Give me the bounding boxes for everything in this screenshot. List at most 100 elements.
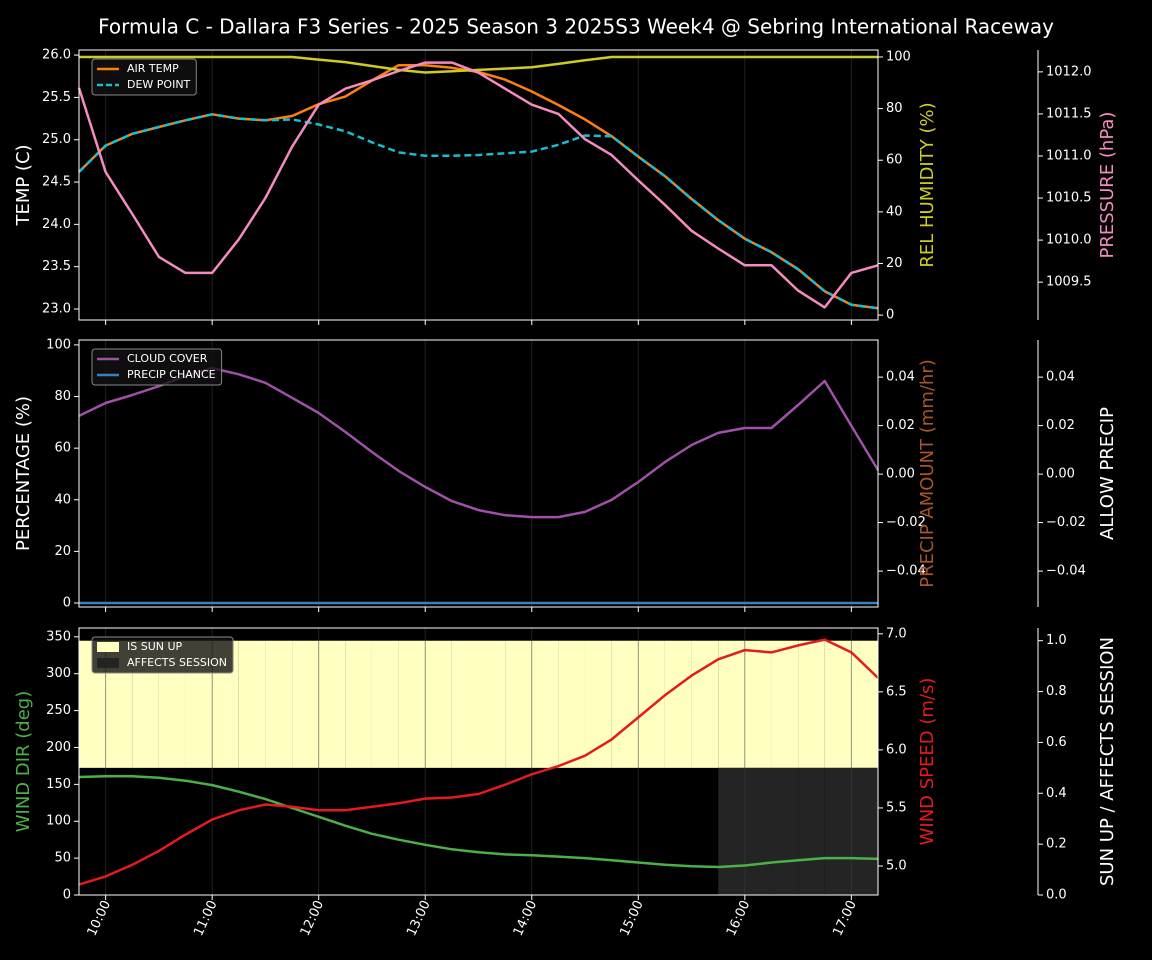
- fill-segment: [824, 767, 852, 895]
- fill-segment: [265, 640, 293, 768]
- y2-tick-label: 20: [886, 256, 903, 271]
- y-tick-label: 350: [46, 629, 71, 644]
- panel: 23.0 23.5 24.0 24.5 25.0 25.5 26.0 0 20 40 60 80 100…: [13, 48, 1118, 325]
- fill-segment: [558, 640, 586, 768]
- fill-segment: [771, 767, 799, 895]
- y-axis-label: TEMP (C): [13, 144, 34, 226]
- y-tick-label: 200: [46, 740, 71, 755]
- y3-tick-label: 0.2: [1046, 837, 1067, 852]
- plot-frame: [78, 627, 879, 896]
- y3-axis-label: SUN UP / AFFECTS SESSION: [1097, 637, 1118, 886]
- y3-tick-label: 1.0: [1046, 633, 1067, 648]
- fill-segment: [238, 640, 266, 768]
- fill-segment: [691, 640, 719, 768]
- y2-tick-label: 0.04: [886, 370, 915, 385]
- fill-segment: [398, 640, 426, 768]
- y3-tick-label: 1010.5: [1046, 191, 1092, 206]
- fill-segment: [664, 640, 692, 768]
- y2-tick-label: 6.0: [886, 742, 907, 757]
- y2-axis-label: WIND SPEED (m/s): [917, 678, 938, 846]
- series-line: [78, 638, 879, 886]
- y2-tick-label: −0.02: [886, 515, 926, 530]
- fill-segment: [292, 640, 319, 768]
- fill-segment: [851, 767, 878, 895]
- plot-frame: [78, 339, 879, 608]
- fill-segment: [718, 640, 745, 768]
- fill-segment: [798, 767, 825, 895]
- y2-tick-label: 6.5: [886, 684, 907, 699]
- y-tick-label: 50: [54, 851, 71, 866]
- series-line: [78, 113, 879, 310]
- legend-label: PRECIP CHANCE: [127, 368, 216, 381]
- fill-segment: [638, 640, 665, 768]
- y-tick-label: 40: [54, 492, 71, 507]
- y-tick-label: 250: [46, 703, 71, 718]
- y-axis-label: PERCENTAGE (%): [13, 396, 34, 551]
- y-tick-label: 23.5: [42, 259, 71, 274]
- y3-tick-label: 1011.5: [1046, 106, 1092, 121]
- y2-tick-label: 0.02: [886, 418, 915, 433]
- y-tick-label: 24.0: [42, 217, 71, 232]
- y-tick-label: 20: [54, 544, 71, 559]
- legend-label: IS SUN UP: [127, 640, 183, 653]
- y2-tick-label: 0: [886, 308, 894, 323]
- series-line: [79, 55, 878, 74]
- y2-tick-label: 40: [886, 204, 903, 219]
- y-axis-label: WIND DIR (deg): [13, 691, 34, 833]
- fill-segment: [318, 640, 346, 768]
- y-tick-label: 80: [54, 389, 71, 404]
- fill-segment: [478, 640, 506, 768]
- y-tick-label: 25.0: [42, 132, 71, 147]
- y-tick-label: 0: [63, 595, 71, 610]
- y2-tick-label: 5.0: [886, 858, 907, 873]
- chart-title: Formula C - Dallara F3 Series - 2025 Sea…: [98, 15, 1054, 39]
- y3-tick-label: 1009.5: [1046, 275, 1092, 290]
- fill-segment: [744, 767, 772, 895]
- fill-segment: [505, 640, 532, 768]
- legend-swatch: [97, 642, 119, 652]
- fill-segment: [824, 640, 852, 768]
- y-tick-label: 60: [54, 441, 71, 456]
- fill-segment: [371, 640, 399, 768]
- y3-axis-label: ALLOW PRECIP: [1097, 407, 1118, 540]
- y-tick-label: 0: [63, 888, 71, 903]
- legend-label: AIR TEMP: [127, 62, 179, 75]
- y3-tick-label: 0.04: [1046, 370, 1075, 385]
- legend-label: DEW POINT: [127, 78, 191, 91]
- y-tick-label: 150: [46, 777, 71, 792]
- legend-label: CLOUD COVER: [127, 352, 208, 365]
- legend-swatch: [97, 658, 119, 668]
- legend-box: [91, 636, 234, 674]
- y3-axis-label: PRESSURE (hPa): [1097, 112, 1118, 259]
- y-tick-label: 100: [46, 814, 71, 829]
- y3-tick-label: 1012.0: [1046, 64, 1092, 79]
- fill-segment: [798, 640, 825, 768]
- panel: 0 20 40 60 80 100 −0.04 −0.02 0.00 0.02 0.04 −0.04 −…: [13, 337, 1118, 612]
- series-line: [78, 775, 879, 869]
- y3-tick-label: 0.0: [1046, 888, 1067, 903]
- y3-tick-label: 0.6: [1046, 735, 1067, 750]
- fill-segment: [425, 640, 452, 768]
- y-tick-label: 25.5: [42, 90, 71, 105]
- fill-segment: [451, 640, 479, 768]
- plot-frame: [78, 49, 879, 321]
- series-line: [77, 61, 879, 309]
- y-tick-label: 24.5: [42, 175, 71, 190]
- y-tick-label: 26.0: [42, 48, 71, 63]
- y2-tick-label: 5.5: [886, 800, 907, 815]
- legend-box: [91, 348, 223, 386]
- fill-segment: [531, 640, 559, 768]
- y3-tick-label: 0.8: [1046, 684, 1067, 699]
- y3-tick-label: 1011.0: [1046, 148, 1092, 163]
- y3-tick-label: 0.02: [1046, 418, 1075, 433]
- y-tick-label: 23.0: [42, 301, 71, 316]
- y3-tick-label: −0.02: [1046, 515, 1086, 530]
- y-tick-label: 100: [46, 337, 71, 352]
- fill-segment: [744, 640, 772, 768]
- y2-axis-label: PRECIP AMOUNT (mm/hr): [917, 359, 938, 588]
- fill-segment: [718, 767, 745, 895]
- fill-segment: [851, 640, 878, 768]
- fill-segment: [345, 640, 372, 768]
